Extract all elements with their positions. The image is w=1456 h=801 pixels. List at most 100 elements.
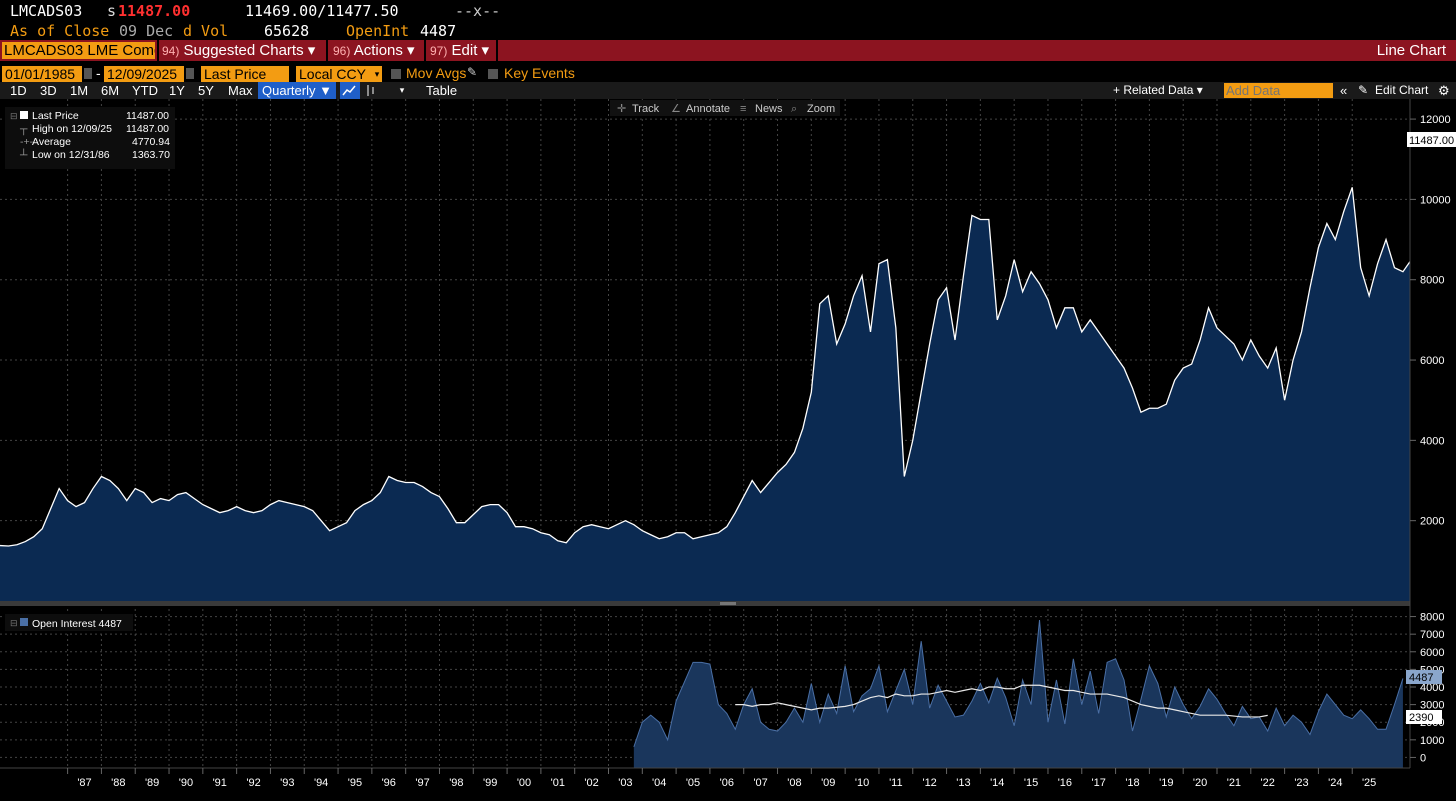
mov-avgs-label: Mov Avgs [406,65,467,81]
zoom-button[interactable]: Zoom [807,103,835,115]
suggested-num: 94) [162,44,180,58]
y-tick-label: 0 [1420,752,1426,764]
y-tick-label: 6000 [1420,647,1444,659]
period-6m[interactable]: 6M [101,83,120,98]
related-data-menu[interactable]: + Related Data ▾ [1113,83,1203,97]
bar-chart-icon[interactable] [364,82,378,99]
period-1m[interactable]: 1M [70,83,89,98]
news-icon[interactable]: ≡ [740,103,746,115]
chart-tools: ✛ Track ∠ Annotate ≡ News ⌕ Zoom [610,100,840,116]
pane-divider-handle[interactable] [720,602,736,605]
legend-row-value: 4770.94 [132,136,170,148]
suggested-charts-menu[interactable]: 94) Suggested Charts ▾ [162,40,315,61]
x-tick-label: '95 [348,777,362,789]
x-tick-label: '98 [449,777,463,789]
y-tick-label: 1000 [1420,735,1444,747]
annotate-button[interactable]: Annotate [686,103,730,115]
close-bar: As of Close 09 Dec d Vol 65628 OpenInt 4… [0,21,1456,40]
x-tick-label: '24 [1328,777,1342,789]
oi-legend-collapse-icon[interactable]: ⊟ [10,618,18,628]
x-tick-label: '14 [990,777,1004,789]
y-tick-label: 8000 [1420,275,1444,287]
edit-menu[interactable]: 97) Edit ▾ [430,40,489,61]
last-price: 11487.00 [118,2,191,20]
x-tick-label: '96 [382,777,396,789]
bar-chart-icon-glyph [367,85,374,96]
function-bar: LMCADS03 LME Comd 94) Suggested Charts ▾… [0,40,1456,61]
x-tick-label: '19 [1159,777,1173,789]
legend-row-value: 11487.00 [126,110,169,122]
pencil-icon[interactable]: ✎ [1358,83,1369,97]
legend-row-label: Low on 12/31/86 [32,149,110,161]
crosshair-icon[interactable]: ✛ [617,103,626,115]
edit-chart-button[interactable]: Edit Chart [1375,83,1429,97]
x-tick-label: '16 [1058,777,1072,789]
y-tick-label: 3000 [1420,700,1444,712]
oi-last-tag: 4487 [1406,670,1442,684]
oi-ma-tag-label: 2390 [1409,712,1433,724]
track-button[interactable]: Track [632,103,660,115]
gear-icon[interactable]: ⚙ [1438,83,1450,98]
pencil-icon[interactable]: ✎ [467,65,478,79]
x-tick-label: '10 [855,777,869,789]
low-marker-icon: ┴ [19,148,28,161]
period-max[interactable]: Max [228,83,253,98]
x-tick-label: '00 [517,777,531,789]
key-events-checkbox[interactable] [488,69,498,79]
y-tick-label: 4000 [1420,435,1444,447]
x-tick-label: '87 [77,777,91,789]
date-dash: - [96,65,101,81]
y-tick-label: 10000 [1420,194,1451,206]
quote-bar: LMCADS03 s 11487.00 11469.00/11477.50 --… [0,0,1456,21]
currency-select[interactable]: Local CCY [296,66,372,82]
actions-menu[interactable]: 96) Actions ▾ [333,40,415,61]
chevron-down-icon[interactable]: ▾ [372,66,382,82]
oi-ma-line [735,684,1268,718]
security-input[interactable]: LMCADS03 LME Comd [2,42,155,59]
mov-avgs-checkbox[interactable] [391,69,401,79]
period-1d[interactable]: 1D [10,83,27,98]
period-ytd[interactable]: YTD [132,83,158,98]
start-date-input[interactable]: 01/01/1985 [2,66,82,82]
line-chart-icon[interactable] [340,82,360,99]
x-tick-label: '21 [1227,777,1241,789]
x-tick-label: '15 [1024,777,1038,789]
as-of-label: As of Close [10,22,110,40]
oi-ma-tag: 2390 [1406,710,1442,724]
chart-area: 2000 4000 6000 8000 10000 12000 0 1000 2000 3000… [0,99,1456,796]
search-icon[interactable]: ⌕ [791,103,797,115]
edit-num: 97) [430,44,448,58]
date-controls: 01/01/1985 - 12/09/2025 Last Price Local… [0,65,1456,83]
news-button[interactable]: News [755,103,783,115]
oi-legend-swatch [20,618,28,626]
change: --x-- [455,2,501,20]
collapse-icon[interactable]: « [1340,83,1348,98]
frequency-select[interactable]: Quarterly ▼ [258,82,336,99]
x-tick-label: '02 [584,777,598,789]
openint-label: OpenInt [346,22,410,40]
x-tick-label: '04 [652,777,666,789]
annotate-icon[interactable]: ∠ [671,103,681,115]
vol-label: d Vol [183,22,229,40]
legend-row-value: 1363.70 [132,149,170,161]
period-3d[interactable]: 3D [40,83,57,98]
x-tick-label: '23 [1294,777,1308,789]
x-tick-label: '25 [1362,777,1376,789]
chart-type-title: Line Chart [1376,42,1446,59]
calendar-icon[interactable] [84,68,92,79]
end-date-input[interactable]: 12/09/2025 [104,66,184,82]
add-data-input[interactable] [1224,83,1333,98]
calendar-icon[interactable] [186,68,194,79]
y-tick-label: 2000 [1420,516,1444,528]
pane-divider[interactable] [0,601,1410,606]
edit-label: Edit ▾ [451,42,490,59]
legend-row-label: Average [32,136,71,148]
period-1y[interactable]: 1Y [169,83,185,98]
period-bar: 1D 3D 1M 6M YTD 1Y 5Y Max Quarterly ▼ ▾ … [0,82,1456,99]
oi-legend: ⊟ Open Interest 4487 [5,614,133,631]
legend-collapse-icon[interactable]: ⊟ [10,111,18,121]
period-5y[interactable]: 5Y [198,83,214,98]
table-button[interactable]: Table [426,83,458,98]
field-select[interactable]: Last Price [201,66,289,82]
chevron-down-icon[interactable]: ▾ [399,85,405,95]
